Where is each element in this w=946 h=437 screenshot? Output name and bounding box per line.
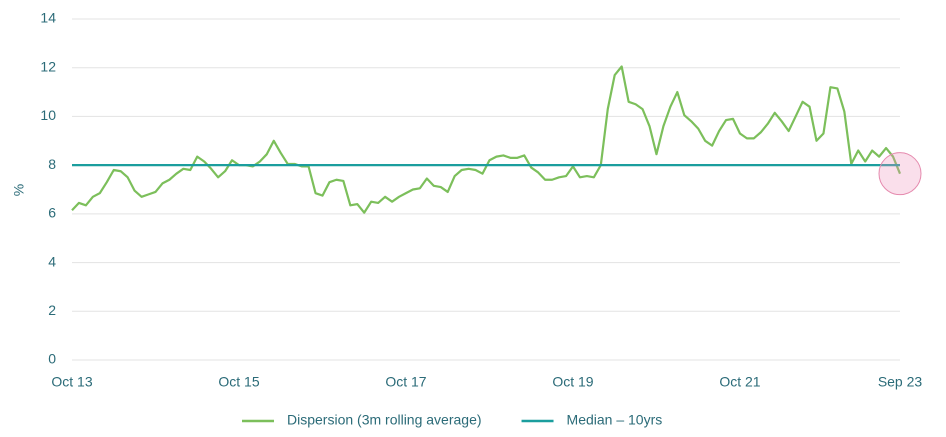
y-tick-label: 14: [40, 10, 56, 26]
x-tick-label: Oct 17: [385, 374, 426, 390]
y-tick-label: 8: [48, 156, 56, 172]
y-tick-label: 4: [48, 253, 56, 269]
y-tick-label: 0: [48, 351, 56, 367]
x-tick-label: Oct 19: [552, 374, 593, 390]
legend-label: Median – 10yrs: [567, 412, 663, 428]
x-tick-label: Sep 23: [878, 374, 923, 390]
legend-label: Dispersion (3m rolling average): [287, 412, 482, 428]
y-tick-label: 10: [40, 107, 56, 123]
series-line: [71, 65, 902, 214]
highlight-circle: [878, 152, 922, 196]
y-tick-label: 2: [48, 302, 56, 318]
x-tick-label: Oct 15: [218, 374, 259, 390]
y-tick-label: 6: [48, 205, 56, 221]
y-axis-label: %: [11, 184, 27, 196]
y-tick-label: 12: [40, 58, 56, 74]
x-tick-label: Oct 21: [719, 374, 760, 390]
x-tick-label: Oct 13: [51, 374, 92, 390]
